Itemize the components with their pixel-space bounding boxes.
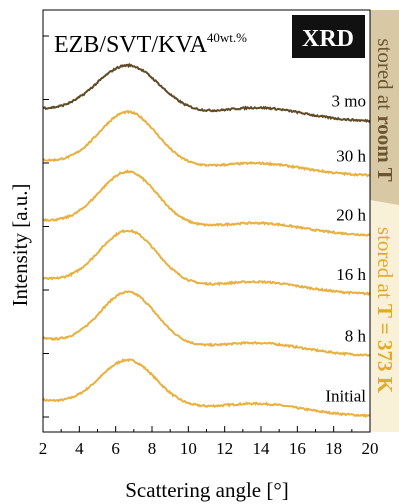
plot-area: Initial 8 h 16 h 20 h 30 h 3 mo bbox=[42, 62, 371, 419]
x-tick-label: 14 bbox=[253, 439, 271, 458]
x-tick-label: 18 bbox=[325, 439, 342, 458]
plot-frame bbox=[42, 9, 371, 433]
room-temperature-band bbox=[370, 10, 399, 193]
y-axis-label: Intensity [a.u.] bbox=[8, 183, 32, 306]
series-label: 20 h bbox=[336, 205, 366, 224]
series-label: 3 mo bbox=[332, 91, 366, 110]
x-tick-label: 12 bbox=[216, 439, 233, 458]
series-label: 30 h bbox=[336, 146, 366, 165]
chart-title: EZB/SVT/KVA40wt.% bbox=[54, 30, 247, 58]
x-axis: 2 4 6 8 10 12 14 16 18 20 bbox=[39, 426, 379, 458]
x-tick-label: 20 bbox=[362, 439, 379, 458]
xrd-badge-label: XRD bbox=[302, 26, 354, 52]
side-label-hot-prefix: stored at bbox=[373, 227, 397, 304]
high-temperature-band bbox=[370, 200, 399, 432]
series-label: 8 h bbox=[345, 326, 367, 345]
side-label-room-bold: room T bbox=[373, 115, 397, 181]
xrd-badge bbox=[292, 15, 365, 58]
x-tick-label: 8 bbox=[148, 439, 157, 458]
y-axis bbox=[43, 35, 49, 418]
x-tick-label: 2 bbox=[39, 439, 48, 458]
x-axis-label: Scattering angle [°] bbox=[125, 478, 289, 502]
series-line-20-h bbox=[42, 169, 371, 237]
x-tick-label: 10 bbox=[180, 439, 197, 458]
x-tick-label: 4 bbox=[75, 439, 84, 458]
series-line-8-h bbox=[42, 290, 371, 357]
series-line-16-h bbox=[42, 228, 371, 297]
series-label: 16 h bbox=[336, 265, 366, 284]
side-label-room-t: stored at room T bbox=[373, 38, 397, 181]
x-tick-label: 6 bbox=[111, 439, 120, 458]
chart-title-superscript: 40wt.% bbox=[207, 30, 247, 45]
series-line-initial bbox=[42, 357, 371, 419]
side-label-hot-bold: T = 373 K bbox=[373, 304, 397, 394]
series-label: Initial bbox=[325, 386, 366, 405]
x-tick-label: 16 bbox=[289, 439, 306, 458]
band-transition bbox=[370, 183, 399, 205]
chart-title-main: EZB/SVT/KVA bbox=[54, 32, 208, 58]
series-line-3-mo bbox=[42, 62, 371, 124]
side-label-room-prefix: stored at bbox=[373, 38, 397, 115]
series-line-30-h bbox=[42, 109, 371, 178]
side-label-373k: stored at T = 373 K bbox=[373, 227, 397, 394]
